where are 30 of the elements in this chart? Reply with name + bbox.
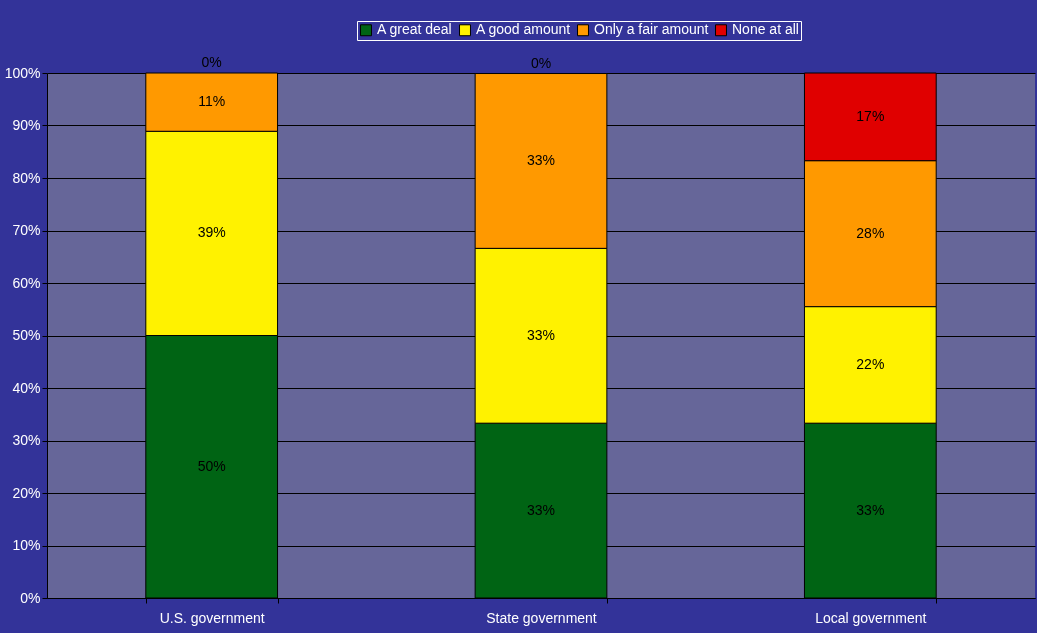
y-tick-label: 20% (12, 484, 41, 501)
data-label: 28% (856, 224, 885, 241)
x-tick-label: Local government (815, 609, 927, 626)
y-tick-label: 100% (4, 64, 41, 81)
data-label: 22% (856, 355, 885, 372)
data-label: 50% (197, 457, 226, 474)
y-tick-label: 10% (12, 537, 41, 553)
data-label: 33% (526, 151, 556, 168)
data-label: 17% (856, 107, 885, 124)
y-tick-label: 40% (12, 379, 41, 396)
data-label: 33% (526, 501, 556, 518)
y-tick-label: 60% (12, 274, 41, 291)
data-label: 11% (198, 93, 226, 110)
y-tick-label: 0% (20, 589, 41, 606)
y-tick-label: 70% (12, 222, 41, 238)
y-tick-label: 50% (12, 327, 41, 343)
data-label: 0% (530, 54, 552, 71)
data-label: 39% (197, 224, 226, 241)
legend-label: Only a fair amount (594, 21, 709, 38)
x-tick-label: U.S. government (159, 609, 265, 626)
y-tick-label: 30% (12, 432, 41, 448)
legend-label: A great deal (377, 21, 452, 38)
data-label: 33% (856, 501, 885, 518)
y-tick-label: 80% (12, 169, 41, 186)
data-label: 0% (201, 54, 222, 70)
y-tick-label: 90% (12, 117, 41, 133)
legend-label: None at all (732, 21, 799, 38)
data-label: 33% (526, 326, 556, 343)
x-tick-label: State government (486, 609, 597, 626)
legend-label: A good amount (476, 21, 571, 38)
